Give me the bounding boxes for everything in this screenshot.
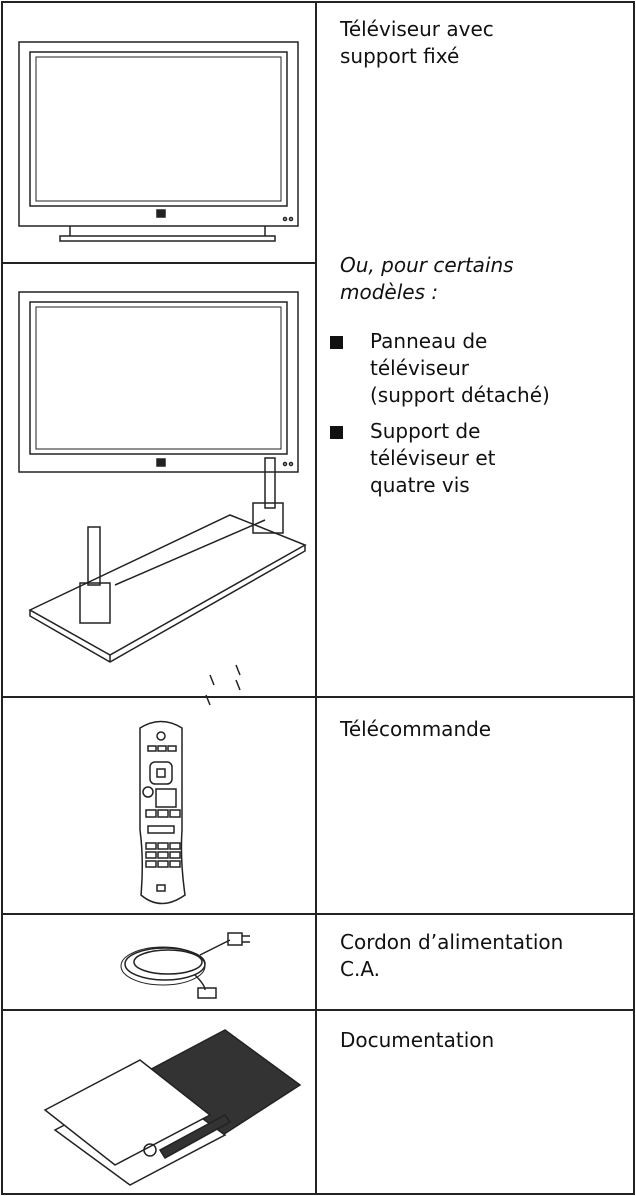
alternative-intro: modèles : [340, 280, 439, 304]
bullet-line: téléviseur [370, 356, 470, 380]
bullet [330, 336, 343, 349]
bullet-line: (support détaché) [370, 383, 550, 407]
alternative-intro: Ou, pour certains [340, 253, 514, 277]
bullet-line: quatre vis [370, 473, 470, 497]
description-line: C.A. [340, 957, 381, 981]
description-line: Télécommande [340, 717, 492, 741]
bullet [330, 426, 343, 439]
bullet-line: Panneau de [370, 329, 488, 353]
description-line: Cordon d’alimentation [340, 930, 564, 954]
bullet-line: téléviseur et [370, 446, 496, 470]
description-line: support fixé [340, 44, 460, 68]
description-line: Documentation [340, 1028, 495, 1052]
description-line: Téléviseur avec [340, 17, 494, 41]
bullet-line: Support de [370, 419, 481, 443]
